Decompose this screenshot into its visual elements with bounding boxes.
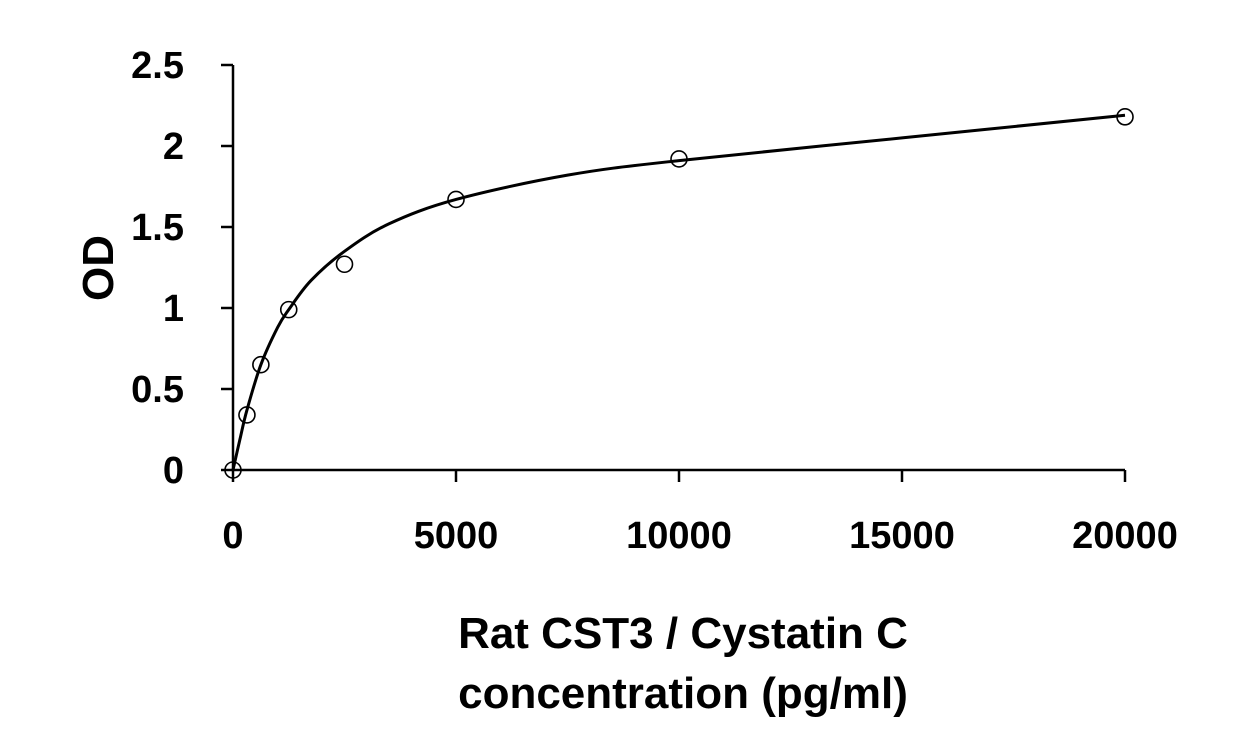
data-point — [224, 461, 242, 479]
data-point — [1116, 108, 1134, 126]
data-point — [335, 255, 354, 274]
plot-area: 0 0.5 1 1.5 2 2.5 0 5000 10000 15000 20000 — [131, 45, 1178, 557]
data-point — [670, 150, 688, 168]
x-tick-label: 5000 — [414, 515, 499, 557]
data-point — [279, 300, 298, 319]
y-tick-label: 2.5 — [131, 45, 184, 87]
y-axis-title: OD — [74, 235, 123, 301]
y-tick-label: 0.5 — [131, 369, 184, 411]
x-tick-label: 10000 — [626, 515, 732, 557]
x-tick-label: 15000 — [849, 515, 955, 557]
x-axis-title-line-1: Rat CST3 / Cystatin C — [458, 609, 908, 658]
x-tick-label: 20000 — [1072, 515, 1178, 557]
data-point — [447, 190, 465, 209]
data-point — [252, 355, 270, 374]
fit-curve-layer — [231, 113, 1126, 471]
x-tick-label: 0 — [222, 515, 243, 557]
fit-curve — [231, 113, 1126, 471]
data-point — [238, 406, 256, 424]
y-tick-label: 0 — [163, 450, 184, 492]
x-axis-title-line-2: concentration (pg/ml) — [458, 669, 908, 718]
x-axis-ticks: 0 5000 10000 15000 20000 — [222, 470, 1178, 557]
data-points-layer — [224, 108, 1134, 479]
y-tick-label: 2 — [163, 126, 184, 168]
y-axis-ticks: 0 0.5 1 1.5 2 2.5 — [131, 45, 233, 492]
y-tick-label: 1 — [163, 288, 184, 330]
y-tick-label: 1.5 — [131, 207, 184, 249]
